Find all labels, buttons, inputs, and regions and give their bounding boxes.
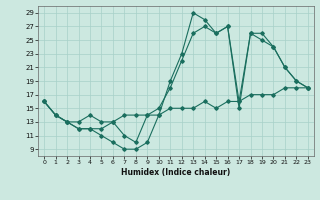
X-axis label: Humidex (Indice chaleur): Humidex (Indice chaleur): [121, 168, 231, 177]
